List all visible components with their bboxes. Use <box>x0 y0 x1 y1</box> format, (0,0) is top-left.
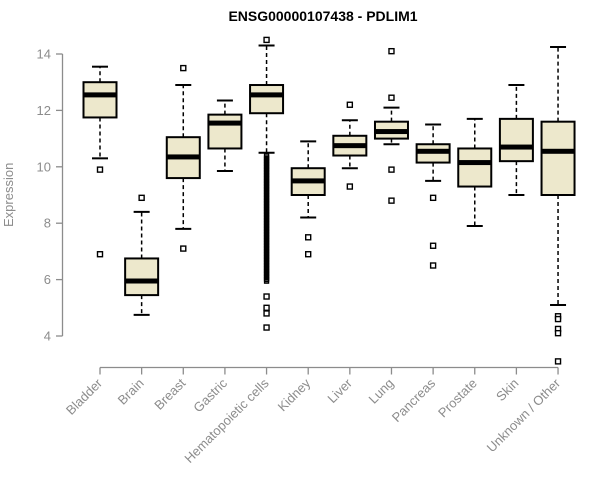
outlier-point <box>263 304 270 311</box>
median-line <box>416 148 450 154</box>
outlier-point <box>346 183 354 190</box>
box-breast <box>165 64 201 252</box>
outlier-point <box>388 166 395 173</box>
median-line <box>125 278 159 284</box>
outlier-point <box>263 310 270 317</box>
outlier-point <box>429 242 437 249</box>
box-liver <box>332 101 368 190</box>
y-tick-label: 6 <box>44 272 51 287</box>
median-line <box>458 160 492 166</box>
outlier-point <box>305 251 312 258</box>
outlier-point <box>388 197 395 204</box>
iqr-box <box>82 81 118 119</box>
outlier-point <box>554 358 562 365</box>
median-line <box>208 120 242 126</box>
box-brain <box>124 194 160 316</box>
outlier-point <box>388 47 395 55</box>
outlier-point <box>263 293 270 300</box>
outlier-point <box>180 245 187 252</box>
y-tick-label: 8 <box>44 216 51 231</box>
box-pancreas <box>415 123 451 269</box>
y-axis: 4 6 8 10 12 14 <box>37 47 64 344</box>
box-kidney <box>290 140 326 258</box>
iqr-box <box>498 117 534 163</box>
box-unknown-other <box>540 45 576 365</box>
outlier-point <box>554 329 562 337</box>
y-tick-label: 10 <box>37 159 51 174</box>
x-tick-label-gastric: Gastric <box>190 375 230 415</box>
outlier-point <box>554 315 562 323</box>
chart-title: ENSG00000107438 - PDLIM1 <box>228 8 418 24</box>
iqr-box <box>540 120 576 196</box>
median-line <box>250 92 284 98</box>
outlier-point <box>429 262 437 269</box>
box-lung <box>373 47 409 204</box>
outlier-point <box>138 194 145 202</box>
box-hematopoietic-cells <box>249 36 285 331</box>
median-line <box>333 143 367 149</box>
y-tick-label: 14 <box>37 47 51 62</box>
box-gastric <box>207 99 243 173</box>
x-tick-label-prostate: Prostate <box>435 376 480 421</box>
outlier-point <box>263 324 270 331</box>
iqr-box <box>207 113 243 150</box>
median-line <box>499 144 533 150</box>
x-tick-label-pancreas: Pancreas <box>389 375 439 425</box>
iqr-box <box>457 147 493 188</box>
outlier-point <box>346 101 354 108</box>
outlier-point <box>180 64 187 72</box>
x-tick-label-liver: Liver <box>324 375 355 406</box>
median-line <box>83 92 117 98</box>
x-tick-label-bladder: Bladder <box>63 375 106 418</box>
box-bladder <box>82 65 118 258</box>
iqr-box <box>124 257 160 297</box>
x-tick-label-breast: Breast <box>151 375 188 412</box>
median-line <box>291 178 325 184</box>
outlier-point <box>263 278 270 284</box>
outlier-point <box>96 166 104 173</box>
outlier-point <box>96 251 104 258</box>
median-line <box>166 154 200 160</box>
x-tick-label-skin: Skin <box>493 376 521 404</box>
y-tick-label: 12 <box>37 103 51 118</box>
x-tick-label-lung: Lung <box>366 376 397 407</box>
outlier-point <box>305 234 312 241</box>
y-tick-label: 4 <box>44 329 51 344</box>
outlier-point <box>263 36 270 44</box>
x-tick-label-kidney: Kidney <box>275 375 314 414</box>
x-tick-label-brain: Brain <box>115 376 147 408</box>
median-line <box>374 129 408 135</box>
box-skin <box>498 84 534 196</box>
outlier-point <box>429 194 437 202</box>
median-line <box>541 148 575 154</box>
outlier-point <box>388 94 395 101</box>
iqr-box <box>249 84 285 115</box>
box-prostate <box>457 117 493 228</box>
x-tick-label-unknown-other: Unknown / Other <box>484 375 564 455</box>
